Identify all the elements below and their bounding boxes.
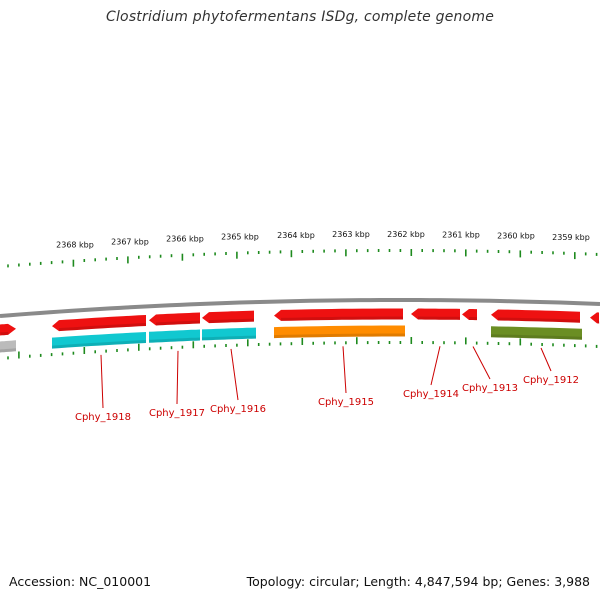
kbp-label: 2362 kbp [387, 230, 425, 239]
genome-summary-text: Topology: circular; Length: 4,847,594 bp… [246, 574, 590, 589]
cog-bar[interactable] [202, 327, 256, 341]
cds-arrow[interactable] [274, 308, 403, 321]
gene-label[interactable]: Cphy_1916 [210, 404, 266, 415]
cds-arrow[interactable] [491, 309, 580, 323]
gene-label[interactable]: Cphy_1918 [75, 412, 131, 423]
gene-leader-line [230, 348, 239, 401]
gene-leader-line [176, 350, 179, 405]
backbone-ring [0, 297, 600, 318]
gene-leader-line [100, 354, 104, 409]
kbp-label: 2359 kbp [552, 233, 590, 242]
cds-arrow[interactable] [590, 312, 599, 324]
kbp-label: 2363 kbp [332, 230, 370, 239]
gene-leader-line [430, 346, 441, 386]
cds-arrow[interactable] [411, 308, 460, 320]
cds-arrow[interactable] [0, 323, 16, 336]
map-title: Clostridium phytofermentans ISDg, comple… [105, 9, 495, 25]
gene-leader-line [342, 346, 347, 394]
accession-text: Accession: NC_010001 [9, 574, 152, 589]
kbp-label: 2366 kbp [166, 235, 204, 244]
gene-label[interactable]: Cphy_1912 [523, 375, 579, 386]
cds-arrow[interactable] [462, 309, 477, 321]
cog-bar[interactable] [149, 329, 200, 343]
cog-color-track [0, 325, 582, 353]
outer-tick-track [7, 249, 598, 268]
kbp-label: 2361 kbp [442, 230, 480, 239]
gene-leader-line [472, 346, 491, 380]
gene-label[interactable]: Cphy_1915 [318, 397, 374, 408]
inner-tick-track [7, 337, 598, 360]
cog-bar[interactable] [491, 326, 582, 340]
cog-bar[interactable] [52, 332, 146, 349]
gene-label[interactable]: Cphy_1917 [149, 408, 205, 419]
gene-leader-line [540, 347, 552, 372]
cds-strand-track [0, 308, 600, 336]
cds-arrow[interactable] [202, 310, 254, 324]
cds-arrow[interactable] [149, 312, 200, 326]
cds-arrow[interactable] [52, 315, 146, 332]
gene-label[interactable]: Cphy_1914 [403, 389, 459, 400]
kbp-label: 2368 kbp [56, 241, 94, 250]
gene-label[interactable]: Cphy_1913 [462, 383, 518, 394]
kbp-label: 2365 kbp [221, 233, 259, 242]
kbp-label: 2360 kbp [497, 231, 535, 240]
kbp-label: 2367 kbp [111, 237, 149, 246]
kbp-label: 2364 kbp [277, 231, 315, 240]
cog-bar[interactable] [274, 325, 405, 339]
cog-bar[interactable] [0, 340, 16, 353]
kbp-scale-labels: 2368 kbp 2367 kbp 2366 kbp 2365 kbp 2364 kbp… [56, 230, 590, 250]
gene-labels: Cphy_1918 Cphy_1917 Cphy_1916 Cphy_1915 Cphy… [75, 346, 579, 423]
